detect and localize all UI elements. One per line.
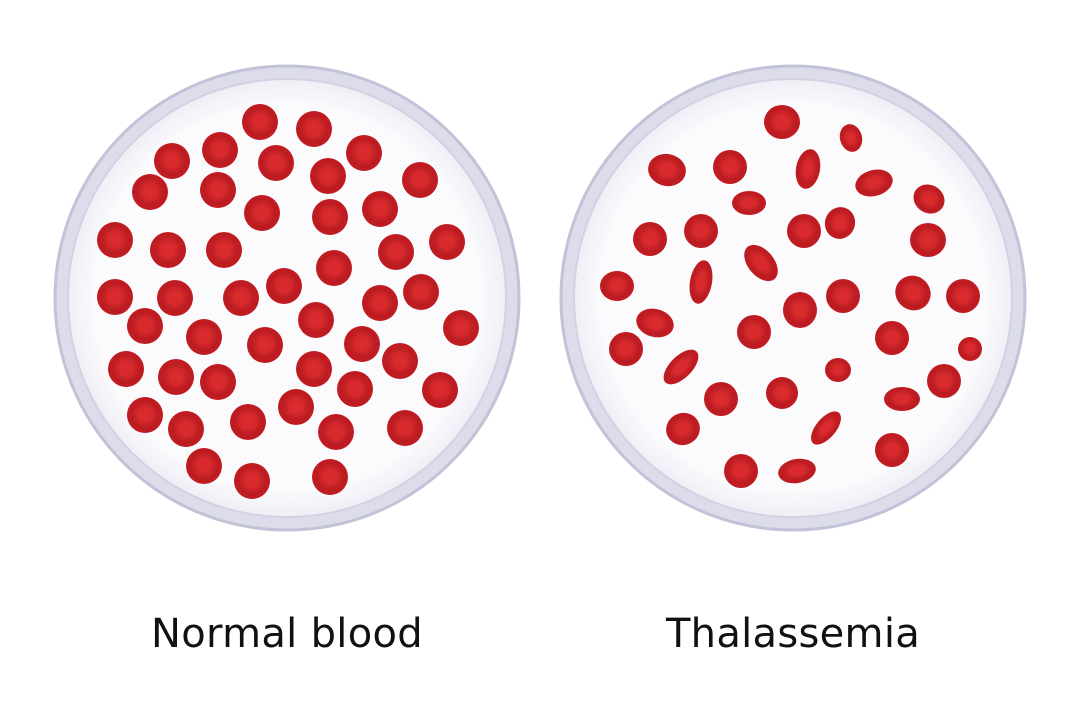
red-blood-cell: [157, 280, 193, 316]
red-blood-cell: [344, 326, 380, 362]
red-blood-cell: [242, 104, 278, 140]
red-blood-cell: [443, 310, 479, 346]
red-blood-cell: [310, 158, 346, 194]
red-blood-cell: [895, 275, 931, 311]
red-blood-cell: [766, 377, 798, 409]
red-blood-cell: [875, 433, 909, 467]
red-blood-cell: [244, 195, 280, 231]
red-blood-cell: [362, 285, 398, 321]
red-blood-cell: [429, 224, 465, 260]
red-blood-cell: [387, 410, 423, 446]
red-blood-cell: [744, 244, 778, 282]
red-blood-cell: [648, 153, 686, 187]
red-blood-cell: [783, 292, 817, 328]
red-blood-cell: [247, 327, 283, 363]
red-blood-cell: [825, 358, 851, 382]
red-blood-cell: [724, 454, 758, 488]
red-blood-cell: [346, 135, 382, 171]
red-blood-cell: [382, 343, 418, 379]
red-blood-cell: [946, 279, 980, 313]
red-blood-cell: [403, 274, 439, 310]
thalassemia-cells: [600, 105, 982, 488]
red-blood-cell: [298, 302, 334, 338]
red-blood-cell: [402, 162, 438, 198]
red-blood-cell: [884, 387, 920, 411]
red-blood-cell: [378, 234, 414, 270]
red-blood-cell: [316, 250, 352, 286]
red-blood-cell: [600, 271, 634, 301]
red-blood-cell: [927, 364, 961, 398]
red-blood-cell: [422, 372, 458, 408]
red-blood-cell: [689, 260, 713, 304]
red-blood-cell: [278, 389, 314, 425]
normal-blood-dish: [53, 64, 521, 532]
red-blood-cell: [826, 279, 860, 313]
red-blood-cell: [337, 371, 373, 407]
red-blood-cell: [666, 412, 700, 446]
red-blood-cell: [875, 321, 909, 355]
red-blood-cell: [312, 459, 348, 495]
red-blood-cell: [704, 382, 738, 416]
red-blood-cell: [200, 364, 236, 400]
red-blood-cell: [633, 222, 667, 256]
red-blood-cell: [127, 308, 163, 344]
red-blood-cell: [97, 222, 133, 258]
red-blood-cell: [713, 150, 747, 184]
red-blood-cell: [636, 308, 674, 338]
thalassemia-dish: [559, 64, 1027, 532]
red-blood-cell: [127, 397, 163, 433]
red-blood-cell: [296, 351, 332, 387]
red-blood-cell: [296, 111, 332, 147]
red-blood-cell: [266, 268, 302, 304]
red-blood-cell: [223, 280, 259, 316]
red-blood-cell: [910, 223, 946, 257]
red-blood-cell: [186, 319, 222, 355]
red-blood-cell: [202, 132, 238, 168]
red-blood-cell: [732, 191, 766, 215]
red-blood-cell: [839, 124, 863, 152]
red-blood-cell: [132, 174, 168, 210]
red-blood-cell: [913, 184, 945, 214]
red-blood-cell: [684, 214, 718, 248]
red-blood-cell: [206, 232, 242, 268]
red-blood-cell: [811, 411, 841, 445]
red-blood-cell: [230, 404, 266, 440]
red-blood-cell: [824, 207, 856, 239]
red-blood-cell: [154, 143, 190, 179]
red-blood-cell: [258, 145, 294, 181]
thalassemia-label: Thalassemia: [665, 611, 921, 657]
red-blood-cell: [150, 232, 186, 268]
red-blood-cell: [312, 199, 348, 235]
red-blood-cell: [97, 279, 133, 315]
red-blood-cell: [318, 414, 354, 450]
red-blood-cell: [168, 411, 204, 447]
red-blood-cell: [778, 458, 816, 484]
red-blood-cell: [795, 149, 821, 189]
red-blood-cell: [200, 172, 236, 208]
red-blood-cell: [764, 105, 800, 139]
normal-blood-label: Normal blood: [151, 611, 423, 657]
red-blood-cell: [186, 448, 222, 484]
red-blood-cell: [663, 349, 699, 385]
normal-cells: [97, 104, 479, 499]
red-blood-cell: [362, 191, 398, 227]
red-blood-cell: [234, 463, 270, 499]
red-blood-cell: [958, 337, 982, 361]
red-blood-cell: [609, 332, 643, 366]
red-blood-cell: [787, 214, 821, 248]
red-blood-cell: [158, 359, 194, 395]
red-blood-cell: [737, 315, 771, 349]
red-blood-cell: [855, 169, 893, 197]
red-blood-cell: [108, 351, 144, 387]
